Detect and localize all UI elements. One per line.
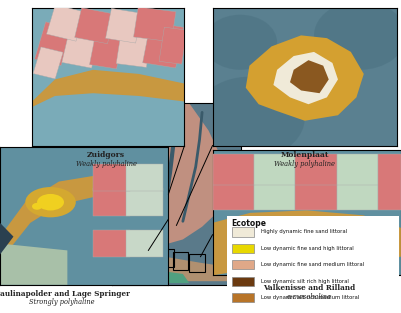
Text: Weakly polyhaline: Weakly polyhaline [274, 160, 335, 168]
Bar [213, 183, 254, 210]
Bar [337, 183, 379, 210]
Circle shape [194, 77, 305, 159]
Bar [93, 230, 130, 257]
Polygon shape [125, 249, 228, 281]
Text: Molenplaat: Molenplaat [281, 151, 329, 159]
Bar [89, 27, 124, 69]
Bar [254, 154, 296, 185]
Polygon shape [32, 93, 184, 146]
Ellipse shape [37, 194, 64, 210]
Polygon shape [0, 244, 67, 285]
Bar [126, 164, 163, 191]
Polygon shape [273, 52, 338, 104]
Bar [379, 154, 401, 210]
Ellipse shape [32, 203, 42, 210]
Bar [172, 252, 188, 270]
Bar [296, 154, 337, 185]
Polygon shape [0, 175, 101, 254]
Bar [116, 27, 152, 67]
Bar [34, 22, 72, 65]
Polygon shape [0, 223, 14, 254]
Text: Low dynamic fine sand high littoral: Low dynamic fine sand high littoral [261, 246, 354, 251]
Polygon shape [290, 60, 329, 93]
Circle shape [203, 15, 277, 70]
Bar [189, 254, 205, 272]
Bar [33, 47, 63, 79]
Bar [105, 8, 142, 43]
Ellipse shape [25, 187, 76, 217]
Bar [232, 260, 254, 269]
Bar [254, 183, 296, 210]
Text: Paulinapolder and Lage Springer: Paulinapolder and Lage Springer [0, 290, 130, 298]
Bar [126, 188, 163, 216]
Text: Zuidgors: Zuidgors [87, 151, 126, 159]
Bar [232, 293, 254, 302]
Bar [232, 227, 254, 237]
Bar [62, 28, 100, 68]
Text: Strongly polyhaline: Strongly polyhaline [29, 298, 95, 306]
Bar [93, 188, 130, 216]
Bar [213, 154, 254, 185]
Bar [296, 183, 337, 210]
Bar [232, 244, 254, 253]
Bar [75, 8, 114, 44]
Polygon shape [213, 210, 401, 275]
Bar [158, 249, 174, 267]
Text: Low dynamic silt rich medium littoral: Low dynamic silt rich medium littoral [261, 295, 359, 300]
Bar [93, 164, 130, 191]
Bar [337, 154, 379, 185]
Text: Valkenisse and Rilland: Valkenisse and Rilland [263, 284, 355, 292]
Text: α-mesohaline: α-mesohaline [286, 293, 331, 301]
Circle shape [314, 1, 401, 70]
Bar [143, 22, 184, 68]
Polygon shape [112, 103, 228, 245]
Bar [126, 230, 163, 257]
Text: Weakly polyhaline: Weakly polyhaline [76, 160, 137, 168]
Ellipse shape [283, 218, 349, 245]
Text: Ecotope: Ecotope [232, 219, 267, 228]
Bar [134, 7, 176, 42]
Bar [47, 5, 85, 41]
Bar [140, 241, 158, 263]
Bar [232, 277, 254, 286]
Bar [159, 27, 187, 64]
Polygon shape [246, 35, 364, 121]
Text: Low dynamic silt rich high littoral: Low dynamic silt rich high littoral [261, 279, 349, 284]
Polygon shape [32, 70, 184, 107]
Text: Low dynamic fine sand medium littoral: Low dynamic fine sand medium littoral [261, 262, 364, 267]
Polygon shape [157, 270, 189, 283]
Text: Highly dynamic fine sand littoral: Highly dynamic fine sand littoral [261, 229, 347, 234]
